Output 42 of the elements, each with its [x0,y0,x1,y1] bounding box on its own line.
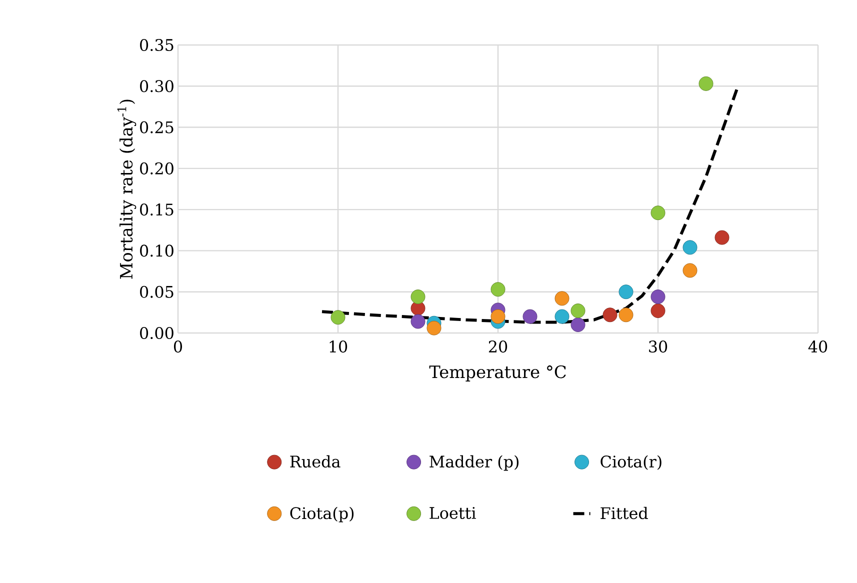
point [554,291,570,306]
point [410,290,426,304]
x-tick-label: 0 [174,340,182,353]
y-tick-label: 0.25 [140,121,174,134]
point [618,284,634,300]
point [650,206,666,220]
x-axis-title: Temperature °C [429,365,566,382]
point [714,230,730,245]
legend-label: Madder (p) [430,455,518,471]
point [618,308,634,322]
legend-label: Rueda [290,455,340,468]
y-tick-label: 0.20 [140,162,174,174]
y-tick-label: 0.05 [140,286,174,298]
point [554,309,570,324]
point [490,309,506,324]
point [522,309,538,324]
y-tick-label: 0.30 [140,80,174,92]
point [426,320,442,336]
point [650,304,666,318]
point [698,76,714,91]
point [410,314,426,329]
point [570,304,586,318]
y-axis-title: Mortality rate (day$^{-1}$) [117,100,136,279]
legend-label: Fitted [600,506,648,520]
point [682,240,698,255]
y-tick-label: 0.35 [140,38,174,52]
x-tick-label: 40 [808,340,828,353]
legend-label: Ciota(r) [600,455,662,470]
point [602,308,618,322]
x-tick-label: 10 [330,340,348,353]
legend-label: Ciota(p) [290,506,354,522]
point [682,263,698,278]
y-tick-label: 0.00 [140,326,174,340]
point [490,282,506,297]
point [650,290,666,304]
legend-label: Loetti [430,507,476,519]
point [570,318,586,332]
y-tick-label: 0.15 [140,204,174,216]
x-tick-label: 20 [488,340,508,353]
point [330,310,346,325]
y-tick-label: 0.10 [140,244,174,257]
x-tick-label: 30 [649,340,668,353]
